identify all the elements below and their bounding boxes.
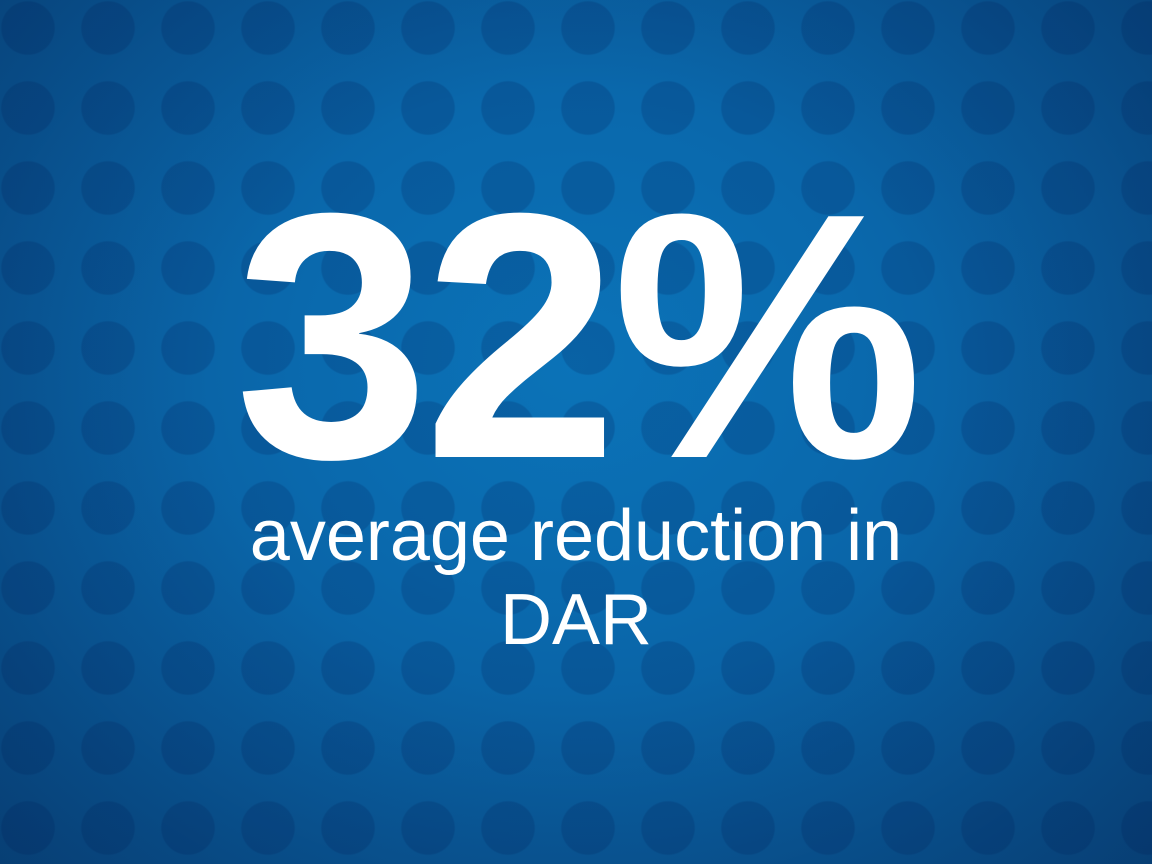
caption-line-1: average reduction in xyxy=(249,496,903,576)
caption-line-2: DAR xyxy=(499,580,652,660)
statistic-caption: average reduction in DAR xyxy=(0,494,1152,662)
headline-statistic: 32% xyxy=(234,141,924,532)
